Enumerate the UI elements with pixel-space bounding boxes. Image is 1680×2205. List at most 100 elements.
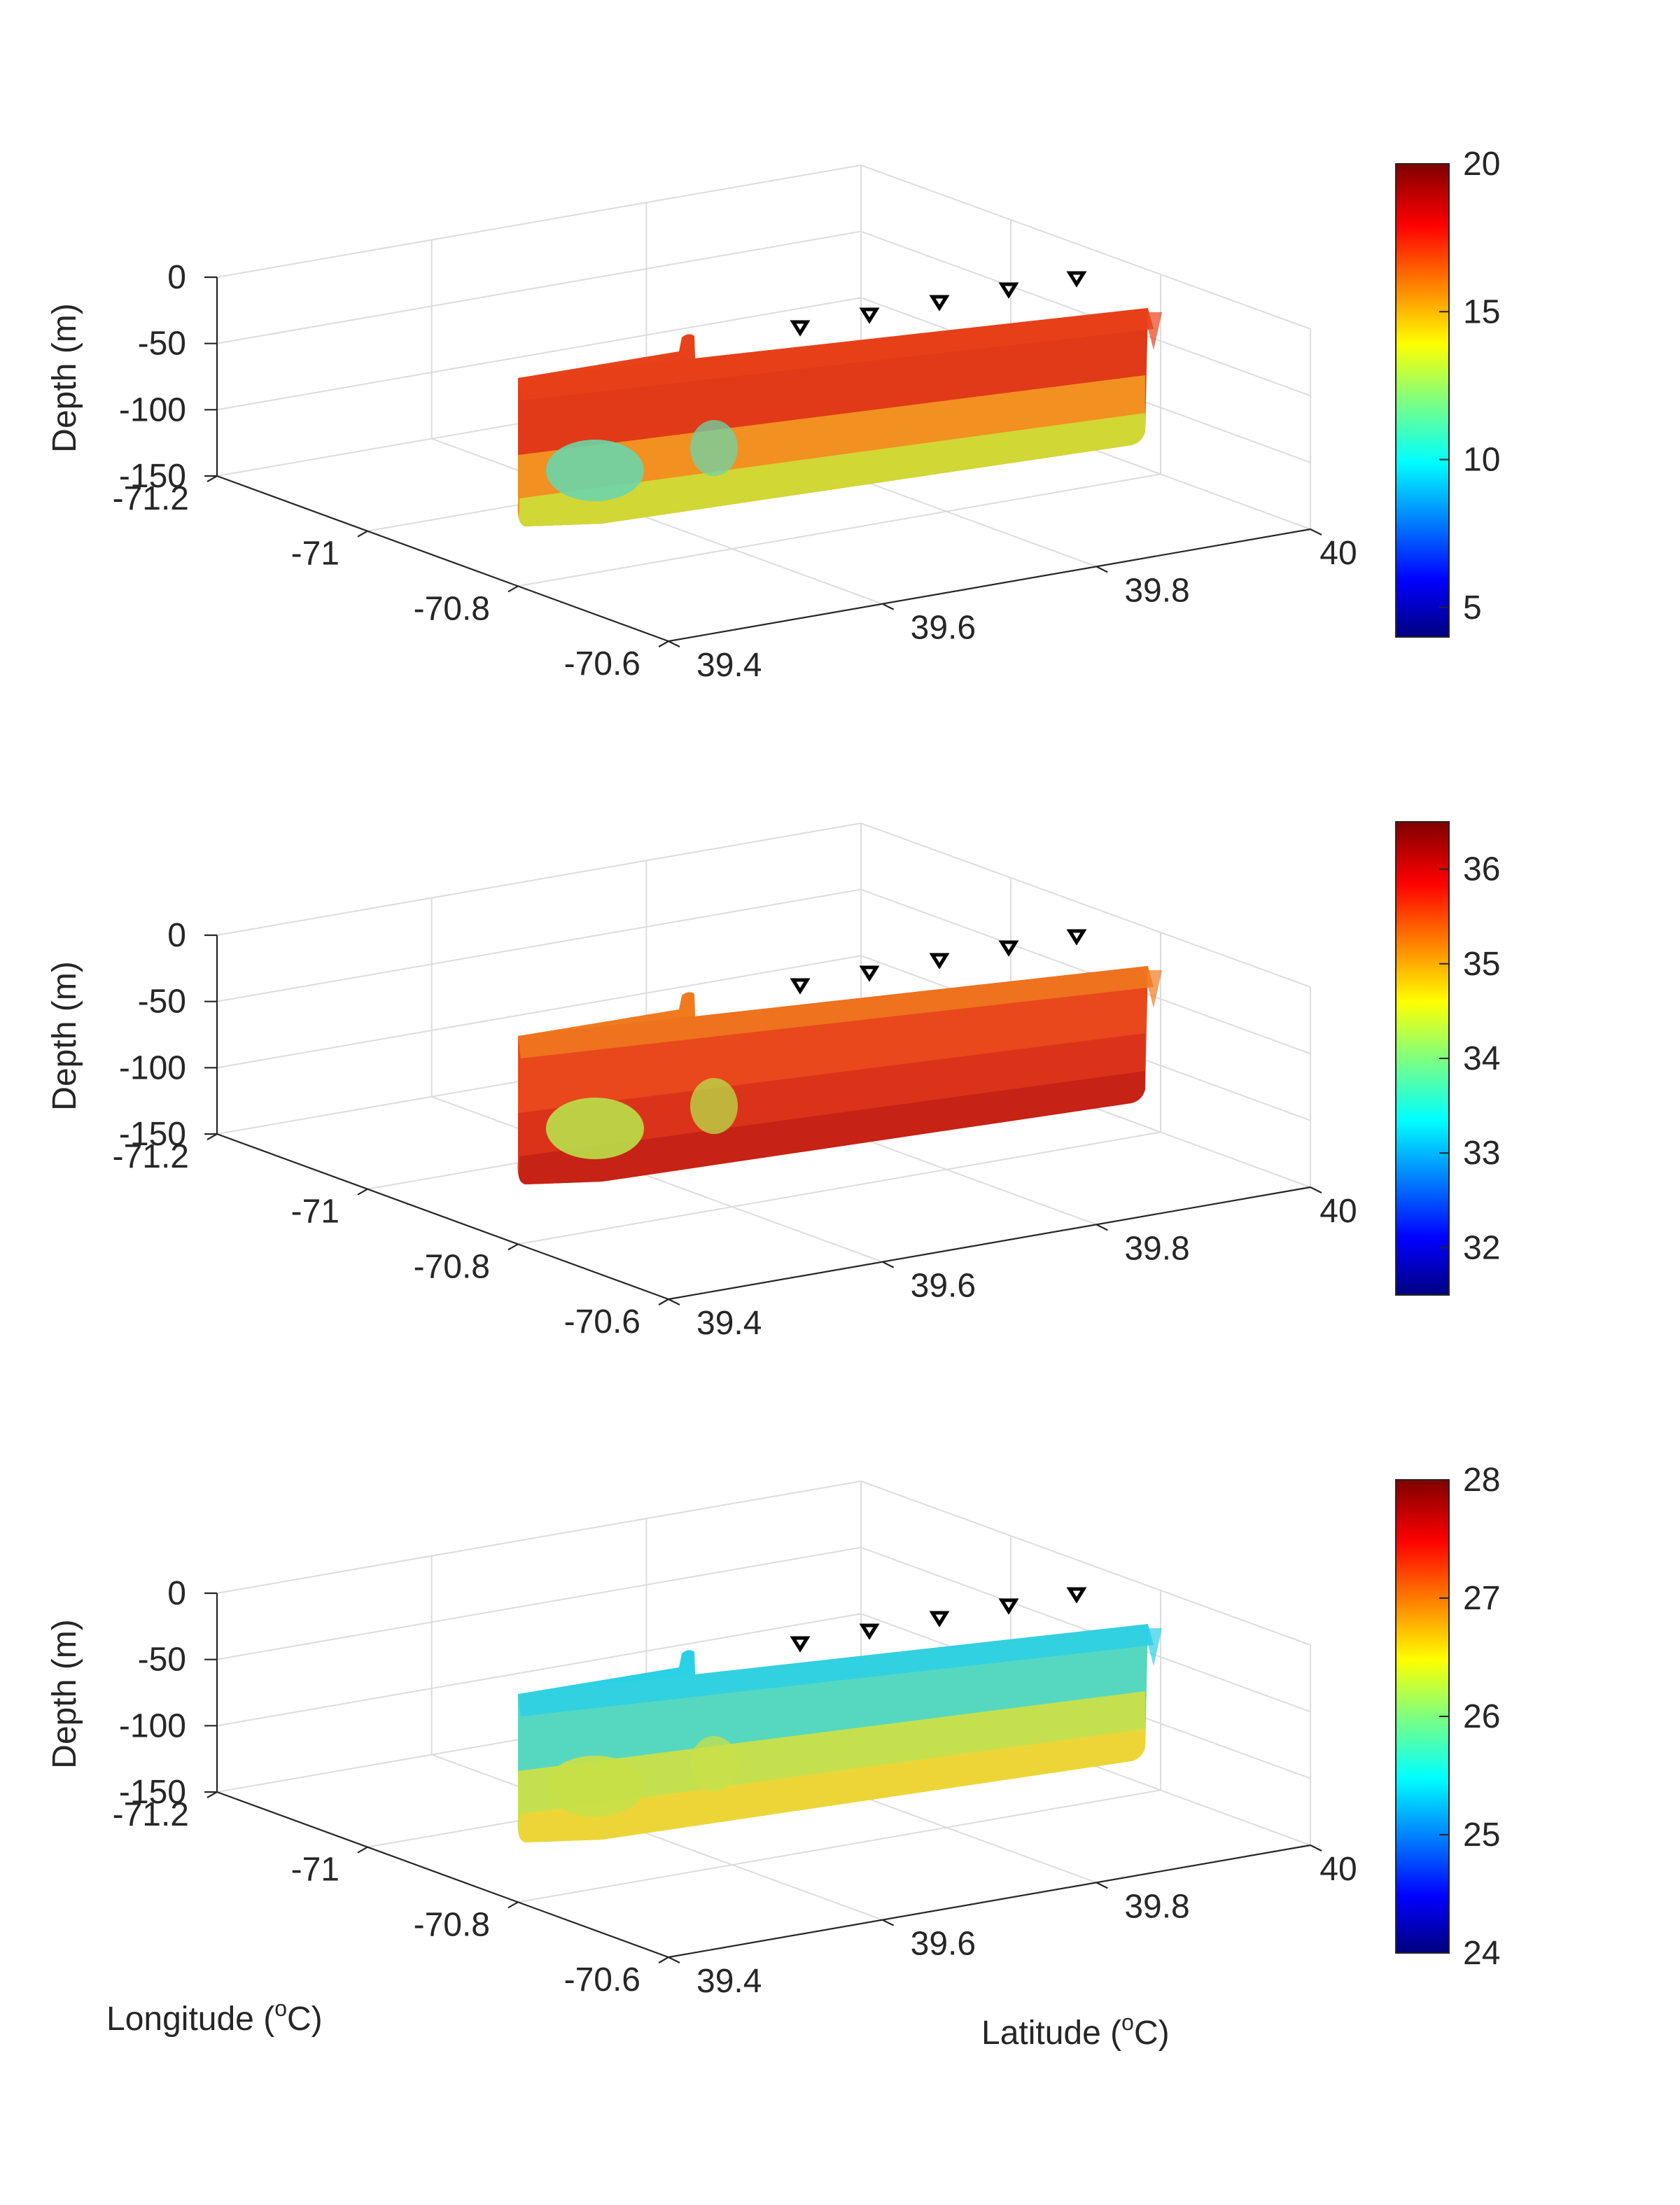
colorbar-tick-label: 25 [1463,1816,1500,1854]
z-tick-label: -150 [119,458,186,495]
x-tick-mark [658,640,669,648]
station-marker [790,1636,811,1653]
z-tick-label: 0 [167,1575,186,1612]
z-tick-label: -100 [119,391,186,428]
x-tick-mark [206,475,218,482]
section-right-wedge [1144,312,1162,350]
x-tick-mark [206,1133,218,1140]
section-surface [517,966,1162,1184]
x-tick-label: -70.6 [564,1303,640,1340]
x-axis-title: Longitude (oC) [106,1996,323,2038]
x-tick-label: -71 [291,1194,340,1231]
z-tick-label: -150 [119,1774,186,1811]
section-secondary-feature [690,1736,738,1792]
grid-floor-lat-0 [431,1754,883,1921]
station-marker [859,307,880,324]
colorbar-tick-label: 10 [1463,442,1500,479]
z-tick-label: 0 [167,917,186,954]
z-tick-label: -150 [119,1116,186,1153]
station-marker [859,965,880,982]
section-core-feature [546,1098,644,1159]
y-tick-label: 39.6 [911,1268,976,1305]
x-tick-label: -71.2 [113,1796,189,1833]
section-secondary-feature [690,420,738,476]
x-axis-line [216,1791,669,1959]
colorbar-tick-label: 33 [1463,1135,1500,1172]
x-tick-mark [507,585,519,593]
y-tick-mark [882,603,895,610]
y-axis-line [668,528,1311,643]
x-tick-label: -71 [291,536,340,573]
x-tick-label: -70.8 [414,1248,490,1285]
x-tick-label: -71.2 [113,480,189,517]
section-bottom-band [519,1729,1145,1842]
colorbar-tick-label: 32 [1463,1229,1500,1266]
section-core-feature [546,440,644,501]
z-axis-title: Depth (m) [46,961,83,1110]
grid-depth-1 [216,1613,1311,1779]
section-right-wedge [1144,1628,1162,1666]
section-surface [517,1624,1162,1842]
grid-floor-lon-1 [517,1789,1161,1903]
y-axis-line [668,1186,1311,1301]
panel-2: 0 -50 -100 -150-71.2 -71 -70.8 -70.6 39.4 39.6 39… [46,821,1500,1342]
y-tick-mark [668,1298,680,1306]
y-axis-title: Latitude (oC) [981,2010,1170,2052]
grid-floor-lat-0 [431,438,883,605]
grid-top-edge [216,164,1311,330]
x-tick-mark [357,530,368,538]
x-tick-mark [507,1901,519,1909]
y-tick-label: 39.8 [1124,1888,1189,1925]
grid-floor-lon-1 [517,1131,1161,1245]
colorbar-tick-label: 28 [1463,1462,1500,1499]
y-tick-label: 39.8 [1124,572,1189,609]
x-tick-mark [658,1956,669,1963]
section-surface [517,308,1162,526]
colorbar-tick-label: 36 [1463,851,1500,888]
x-tick-mark [206,1791,218,1798]
section-secondary-feature [690,1078,738,1134]
section-bottom-band [519,1071,1145,1184]
section-core-feature [546,1756,644,1817]
section-top-edge [518,966,1154,1058]
grid-depth-0 [216,230,1311,397]
y-tick-label: 39.6 [911,610,976,647]
section-bottom-band [519,413,1145,526]
x-tick-label: -71 [291,1851,340,1889]
station-marker [859,1623,880,1640]
section-top-edge [518,1624,1154,1716]
colorbar-tick-label: 26 [1463,1698,1500,1735]
station-marker [1066,929,1087,946]
section-top-edge [518,308,1154,400]
y-tick-mark [882,1919,895,1926]
z-tick-label: -50 [138,983,186,1021]
colorbar-tick-label: 35 [1463,946,1500,983]
station-marker [1066,271,1087,288]
grid-top-edge [216,1480,1311,1646]
z-tick-label: -100 [119,1707,186,1744]
colorbar-tick-label: 5 [1463,589,1482,626]
grid-floor-lat-0 [431,1096,883,1263]
x-tick-mark [357,1188,368,1196]
y-tick-mark [1096,1882,1108,1889]
station-marker [929,953,950,969]
x-tick-label: -70.6 [564,645,640,682]
section-right-wedge [1144,970,1162,1008]
y-tick-mark [882,1261,895,1268]
station-marker [1066,1587,1087,1604]
y-tick-mark [1310,1844,1322,1851]
y-axis-line [668,1844,1311,1959]
station-marker [790,978,811,995]
y-tick-label: 40 [1320,1193,1357,1230]
grid-depth-1 [216,955,1311,1121]
x-tick-mark [507,1243,519,1251]
grid-depth-0 [216,1546,1311,1713]
panel-1: 0 -50 -100 -150-71.2 -71 -70.8 -70.6 39.4 39.6 39… [46,146,1500,684]
z-axis-title: Depth (m) [46,1619,83,1768]
y-tick-mark [1310,1186,1322,1194]
colorbar-tick-label: 15 [1463,293,1500,330]
y-tick-mark [668,1956,680,1963]
station-marker [790,320,811,337]
colorbar-tick-label: 24 [1463,1935,1500,1972]
y-tick-label: 39.4 [696,1963,762,2000]
